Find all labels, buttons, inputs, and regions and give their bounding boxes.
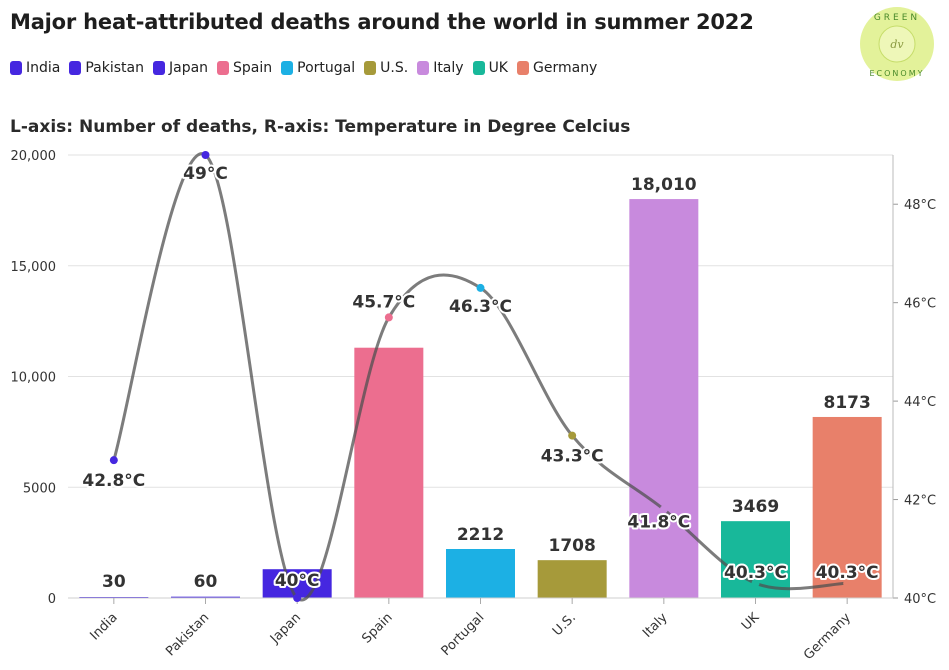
legend-swatch <box>281 61 294 75</box>
right-y-tick-label: 44°C <box>904 395 936 410</box>
right-y-tick-label: 40°C <box>904 592 936 607</box>
temperature-point <box>109 456 118 465</box>
y-tick-label: 0 <box>48 592 56 607</box>
legend: India Pakistan Japan Spain Portugal U.S. Italy… <box>10 60 597 76</box>
legend-item[interactable]: Japan <box>152 60 209 76</box>
bar-value-label: 1708 <box>549 536 596 556</box>
temperature-label: 49°C <box>183 164 228 184</box>
x-tick-label: Germany <box>801 610 854 663</box>
legend-label: Spain <box>233 60 273 76</box>
legend-item[interactable]: Spain <box>217 60 272 76</box>
bar-value-label: 2212 <box>457 525 504 545</box>
legend-label: Portugal <box>297 60 356 76</box>
temperature-point <box>384 313 393 322</box>
y-tick-label: 5000 <box>23 481 56 496</box>
legend-item[interactable]: Portugal <box>281 60 355 76</box>
bar-germany <box>812 416 882 598</box>
legend-swatch <box>10 61 22 75</box>
bar-value-label: 60 <box>194 572 218 592</box>
legend-item[interactable]: UK <box>472 60 508 76</box>
x-tick-label: Pakistan <box>163 610 212 659</box>
legend-label: U.S. <box>380 60 409 76</box>
temperature-label: 41.8°C <box>627 512 690 532</box>
legend-swatch <box>69 61 82 75</box>
bar-value-label: 30 <box>102 572 126 592</box>
temperature-point <box>659 505 668 514</box>
chart-subtitle: L-axis: Number of deaths, R-axis: Temper… <box>10 117 631 137</box>
bar-pakistan <box>171 596 240 598</box>
legend-swatch <box>364 61 377 75</box>
legend-item[interactable]: Germany <box>517 60 597 76</box>
chart-title: Major heat-attributed deaths around the … <box>10 10 754 34</box>
legend-item[interactable]: Italy <box>417 60 464 76</box>
temperature-point <box>476 283 485 292</box>
x-tick-label: Japan <box>267 610 304 647</box>
bar-value-label: 3469 <box>732 497 779 517</box>
right-y-tick-label: 42°C <box>904 494 936 509</box>
x-tick-label: U.S. <box>550 610 579 639</box>
temperature-point <box>843 579 852 588</box>
legend-label: Japan <box>168 60 209 76</box>
logo-top-text: GREEN <box>874 13 920 23</box>
temperature-label: 40.3°C <box>816 563 879 583</box>
x-tick-label: India <box>87 610 120 643</box>
y-tick-label: 20,000 <box>11 149 57 164</box>
bar-italy <box>629 199 699 599</box>
bar-us <box>537 560 607 598</box>
right-y-tick-label: 48°C <box>904 198 936 213</box>
temperature-label: 40°C <box>275 571 320 591</box>
temperature-label: 42.8°C <box>82 471 145 491</box>
temperature-point <box>201 151 210 159</box>
bar-value-label: 18,010 <box>631 175 697 195</box>
bar-spain <box>354 347 424 598</box>
legend-label: Germany <box>533 60 598 76</box>
y-tick-label: 15,000 <box>11 260 57 275</box>
legend-swatch <box>417 61 430 75</box>
legend-label: Italy <box>433 60 464 76</box>
temperature-label: 43.3°C <box>541 447 604 467</box>
legend-item[interactable]: Pakistan <box>69 60 144 76</box>
legend-item[interactable]: India <box>10 60 60 76</box>
temperature-point <box>293 594 302 602</box>
temperature-label: 46.3°C <box>449 297 512 317</box>
legend-label: India <box>26 60 61 76</box>
logo-bottom-text: ECONOMY <box>869 69 924 78</box>
temperature-label: 40.3°C <box>724 563 787 583</box>
legend-swatch <box>472 61 485 75</box>
temperature-point <box>568 431 577 440</box>
right-y-tick-label: 46°C <box>904 297 936 312</box>
bar-value-label: 8173 <box>824 393 871 413</box>
legend-swatch <box>217 61 230 75</box>
x-tick-label: Italy <box>640 610 671 641</box>
x-tick-label: Portugal <box>439 610 488 659</box>
temperature-point <box>751 579 760 588</box>
x-tick-label: UK <box>739 610 763 634</box>
logo-center-text: dv <box>890 38 904 51</box>
temperature-label: 45.7°C <box>352 292 415 312</box>
legend-item[interactable]: U.S. <box>364 60 408 76</box>
x-tick-label: Spain <box>359 610 395 646</box>
legend-label: UK <box>488 60 508 76</box>
legend-label: Pakistan <box>85 60 144 76</box>
green-economy-logo: dv GREEN ECONOMY <box>860 7 934 81</box>
bar-portugal <box>446 549 515 598</box>
legend-swatch <box>517 61 529 75</box>
y-tick-label: 10,000 <box>11 371 57 386</box>
legend-swatch <box>152 61 165 75</box>
